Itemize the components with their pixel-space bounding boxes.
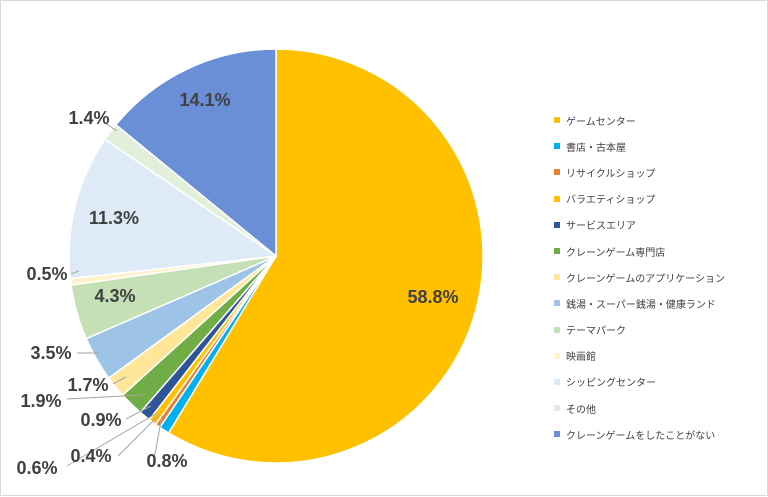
leader-line (153, 415, 163, 460)
legend-swatch (554, 405, 560, 412)
leader-line (104, 122, 118, 132)
data-label: 0.9% (80, 410, 121, 430)
leader-line (66, 394, 143, 400)
legend-swatch (554, 117, 560, 124)
legend-label: ゲームセンター (566, 116, 636, 128)
data-label: 4.3% (94, 286, 135, 306)
legend-item: テーマパーク (554, 317, 764, 343)
legend-item: 書店・古本屋 (554, 133, 764, 159)
pie-slice (68, 138, 279, 280)
leader-line (112, 376, 127, 385)
legend-label: シッピングセンター (566, 378, 656, 390)
legend-label: 映画館 (566, 352, 596, 364)
legend-label: リサイクルショップ (566, 168, 656, 180)
data-label: 58.8% (407, 287, 458, 307)
legend-label: その他 (566, 404, 596, 416)
data-label: 0.6% (16, 458, 57, 478)
legend-label: サービスエリア (566, 221, 636, 233)
legend-swatch (554, 248, 560, 255)
pie-slice (167, 48, 484, 464)
data-label: 0.5% (26, 264, 67, 284)
legend-item: バラエティショップ (554, 186, 764, 212)
data-label: 1.7% (67, 375, 108, 395)
legend-item: クレーンゲームをしたことがない (554, 421, 764, 447)
legend-swatch (554, 378, 560, 385)
legend-label: 銭湯・スーパー銭湯・健康ランド (566, 299, 716, 311)
data-label: 14.1% (179, 90, 230, 110)
legend-swatch (554, 352, 560, 359)
leader-line (125, 405, 152, 420)
data-label: 3.5% (30, 343, 71, 363)
legend-item: シッピングセンター (554, 369, 764, 395)
legend-label: テーマパーク (566, 326, 626, 338)
legend-item: ゲームセンター (554, 107, 764, 133)
legend-swatch (554, 221, 560, 228)
leader-line (66, 412, 158, 467)
leader-line (117, 414, 160, 457)
legend-item: その他 (554, 395, 764, 421)
legend-item: サービスエリア (554, 212, 764, 238)
legend-item: 映画館 (554, 343, 764, 369)
legend-swatch (554, 326, 560, 333)
legend-swatch (554, 300, 560, 307)
legend-swatch (554, 143, 560, 150)
legend-item: 銭湯・スーパー銭湯・健康ランド (554, 290, 764, 316)
legend-item: クレーンゲーム専門店 (554, 238, 764, 264)
pie-slice (114, 48, 277, 258)
data-label: 0.8% (146, 451, 187, 471)
legend-label: バラエティショップ (566, 195, 656, 207)
legend: ゲームセンター 書店・古本屋リサイクルショップ バラエティショップ サービスエリアクレ… (554, 107, 764, 447)
data-label: 1.9% (20, 391, 61, 411)
data-label: 11.3% (89, 208, 139, 228)
legend-swatch (554, 274, 560, 281)
legend-label: 書店・古本屋 (566, 142, 626, 154)
legend-item: リサイクルショップ (554, 159, 764, 185)
data-label: 1.4% (68, 108, 109, 128)
legend-swatch (554, 169, 560, 176)
leader-line (70, 270, 80, 275)
legend-label: クレーンゲームのアプリケーション (566, 273, 725, 285)
legend-swatch (554, 195, 560, 202)
data-label: 0.4% (70, 446, 111, 466)
legend-item: クレーンゲームのアプリケーション (554, 264, 764, 290)
legend-swatch (554, 431, 560, 438)
legend-label: クレーンゲーム専門店 (566, 247, 666, 259)
legend-label: クレーンゲームをしたことがない (566, 430, 716, 442)
